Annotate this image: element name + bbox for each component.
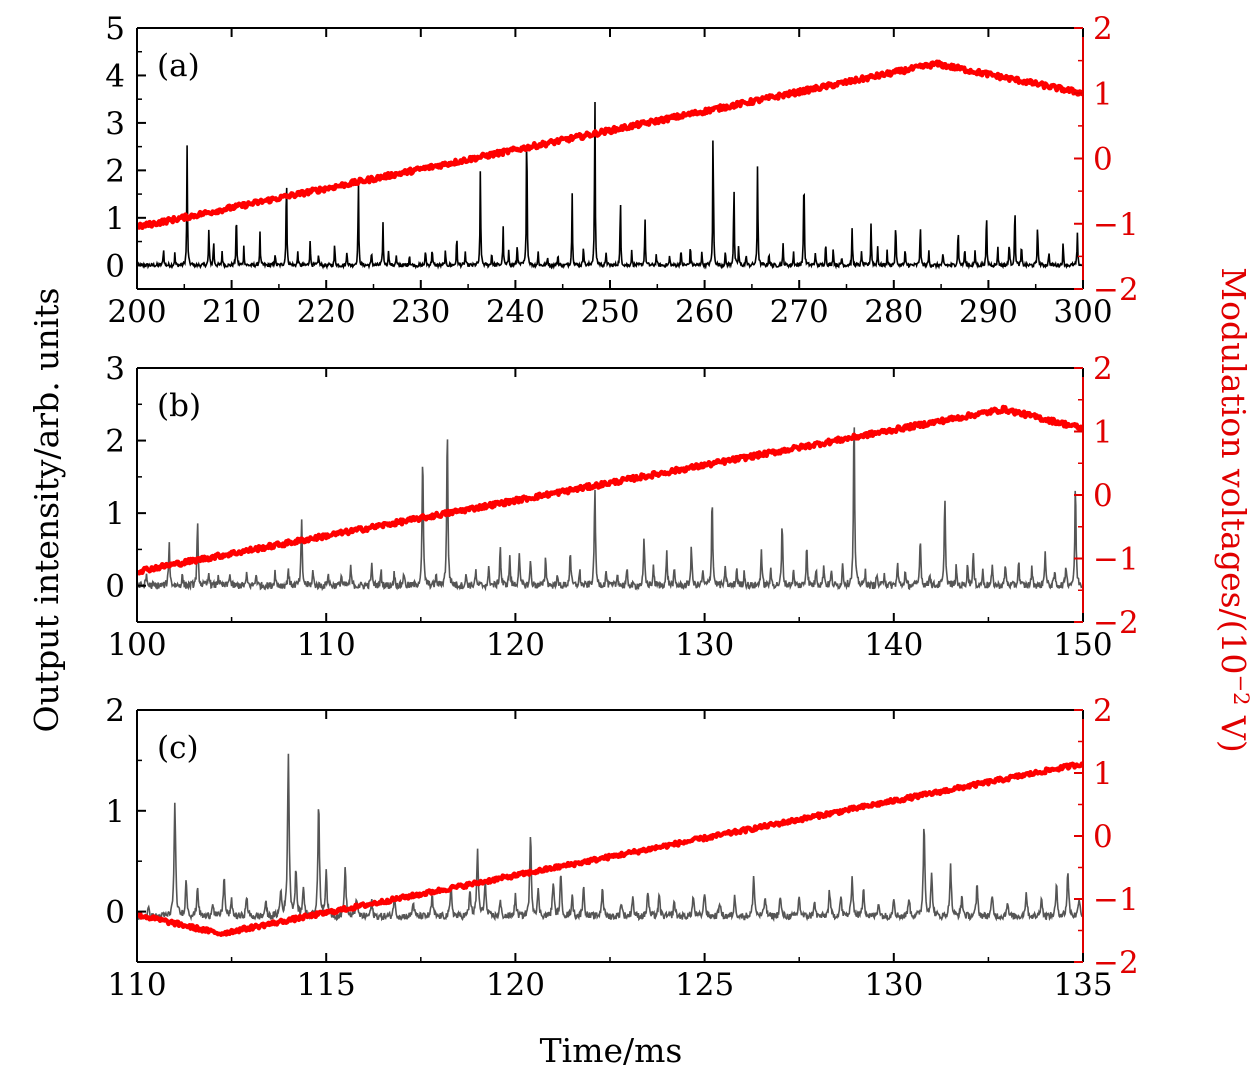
y-right-tick-label: −2 (1093, 272, 1139, 308)
y-left-tick-label: 0 (105, 569, 125, 605)
y-left-tick-label: 3 (105, 351, 125, 387)
y-left-tick-label: 3 (105, 106, 125, 142)
panel-2: 100 110 120 130 140 150 0 1 2 3 −2 −1 0 1 2 (b) (105, 351, 1138, 663)
y-right-tick-label: −1 (1093, 207, 1139, 243)
x-tick-label: 260 (675, 294, 734, 330)
x-tick-label: 280 (864, 294, 923, 330)
y-right-tick-label: 2 (1093, 11, 1113, 47)
y-right-tick-label: −2 (1093, 605, 1139, 641)
x-tick-label: 210 (202, 294, 261, 330)
y-right-tick-label: −1 (1093, 882, 1139, 918)
y-left-tick-label: 2 (105, 693, 125, 729)
intensity-series-line (137, 427, 1083, 592)
right-axis-title-unit: V) (1214, 706, 1253, 753)
modulation-series-line (137, 59, 1083, 231)
y-right-tick-label: 1 (1093, 76, 1113, 112)
right-axis-title-exponent: −2 (1229, 675, 1253, 706)
y-right-tick-label: 0 (1093, 478, 1113, 514)
x-tick-label: 130 (864, 967, 923, 1003)
x-tick-label: 110 (107, 967, 166, 1003)
panel-label: (b) (157, 388, 201, 424)
x-axis-title: Time/ms (540, 1031, 683, 1070)
x-tick-label: 250 (580, 294, 639, 330)
panel-3: 110 115 120 125 130 135 0 1 2 −2 −1 0 1 2 (c) (105, 693, 1138, 1003)
y-left-tick-label: 0 (105, 248, 125, 284)
y-left-tick-label: 0 (105, 895, 125, 931)
x-tick-label: 135 (1053, 967, 1112, 1003)
modulation-series-line (137, 761, 1083, 937)
x-tick-label: 300 (1053, 294, 1112, 330)
x-tick-label: 290 (959, 294, 1018, 330)
y-right-tick-label: 2 (1093, 351, 1113, 387)
panel-label: (c) (157, 730, 199, 766)
y-left-tick-label: 4 (105, 58, 125, 94)
x-tick-label: 150 (1053, 627, 1112, 663)
x-tick-label: 140 (864, 627, 923, 663)
x-tick-label: 220 (297, 294, 356, 330)
x-tick-label: 100 (107, 627, 166, 663)
y-right-tick-label: −1 (1093, 542, 1139, 578)
y-left-tick-label: 1 (105, 794, 125, 830)
y-left-tick-label: 2 (105, 153, 125, 189)
intensity-series-line (137, 753, 1083, 923)
y-left-tick-label: 1 (105, 201, 125, 237)
y-left-tick-label: 5 (105, 11, 125, 47)
x-tick-label: 230 (391, 294, 450, 330)
right-axis-title-main: Modulation voltages/(10 (1214, 267, 1253, 674)
intensity-series-line (137, 101, 1083, 271)
panel-label: (a) (157, 48, 200, 84)
x-tick-label: 125 (675, 967, 734, 1003)
x-tick-label: 110 (297, 627, 356, 663)
left-axis-title: Output intensity/arb. units (27, 288, 66, 733)
x-tick-label: 200 (107, 294, 166, 330)
panels-container: 200 210 220 230 240 250 260 270 280 290 300012345−… (105, 11, 1138, 1003)
y-right-tick-label: 0 (1093, 819, 1113, 855)
x-tick-label: 270 (770, 294, 829, 330)
modulation-series-line (137, 404, 1083, 576)
x-tick-label: 240 (486, 294, 545, 330)
y-right-tick-label: −2 (1093, 945, 1139, 981)
y-left-tick-label: 1 (105, 496, 125, 532)
panel-1: 200 210 220 230 240 250 260 270 280 290 300012345−… (105, 11, 1138, 330)
x-tick-label: 115 (297, 967, 356, 1003)
x-tick-label: 120 (486, 967, 545, 1003)
y-right-tick-label: 1 (1093, 415, 1113, 451)
right-axis-title: Modulation voltages/(10−2 V) (1214, 267, 1253, 752)
y-right-tick-label: 1 (1093, 756, 1113, 792)
x-tick-label: 120 (486, 627, 545, 663)
y-right-tick-label: 0 (1093, 142, 1113, 178)
y-right-tick-label: 2 (1093, 693, 1113, 729)
y-left-tick-label: 2 (105, 424, 125, 460)
x-tick-label: 130 (675, 627, 734, 663)
